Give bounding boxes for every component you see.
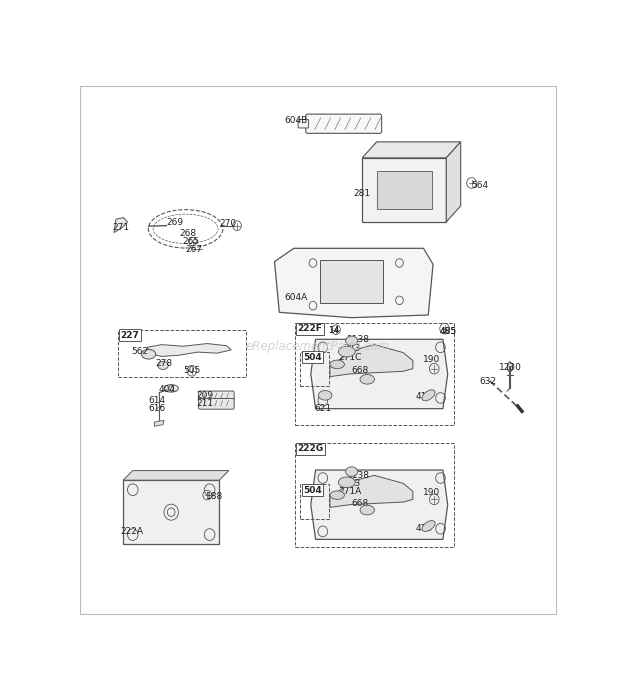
Text: 504: 504 bbox=[303, 486, 322, 495]
FancyBboxPatch shape bbox=[198, 391, 234, 402]
Text: 504: 504 bbox=[303, 353, 322, 362]
Text: 485: 485 bbox=[440, 327, 457, 336]
Text: 271C: 271C bbox=[338, 353, 361, 362]
Ellipse shape bbox=[164, 385, 179, 392]
Text: 614: 614 bbox=[149, 396, 166, 405]
FancyBboxPatch shape bbox=[306, 114, 382, 133]
Text: 410: 410 bbox=[415, 524, 432, 533]
Bar bbox=[301, 351, 329, 386]
Bar bbox=[295, 444, 454, 547]
Text: 616: 616 bbox=[149, 404, 166, 413]
Polygon shape bbox=[446, 142, 461, 222]
Text: 14: 14 bbox=[329, 326, 340, 335]
Text: 410: 410 bbox=[415, 392, 432, 401]
Text: 265: 265 bbox=[182, 237, 200, 246]
Text: 668: 668 bbox=[352, 498, 369, 507]
Polygon shape bbox=[114, 218, 128, 233]
Text: 271A: 271A bbox=[338, 487, 361, 496]
Text: 227: 227 bbox=[121, 331, 140, 340]
Polygon shape bbox=[154, 421, 164, 426]
Text: 222G: 222G bbox=[298, 444, 324, 453]
Ellipse shape bbox=[422, 390, 435, 401]
Ellipse shape bbox=[360, 374, 374, 384]
Polygon shape bbox=[147, 344, 231, 356]
Ellipse shape bbox=[330, 491, 345, 500]
Bar bbox=[123, 480, 219, 544]
Text: 190: 190 bbox=[422, 489, 440, 498]
Text: 190: 190 bbox=[422, 355, 440, 364]
Ellipse shape bbox=[345, 336, 358, 346]
Text: 1138: 1138 bbox=[347, 335, 370, 344]
Polygon shape bbox=[330, 475, 413, 507]
Polygon shape bbox=[123, 471, 229, 480]
FancyBboxPatch shape bbox=[298, 119, 309, 128]
Text: 270: 270 bbox=[219, 219, 237, 228]
Text: 604B: 604B bbox=[284, 116, 307, 125]
Text: 621: 621 bbox=[314, 404, 332, 413]
Text: 773: 773 bbox=[343, 344, 360, 353]
Ellipse shape bbox=[157, 362, 168, 369]
Text: 211: 211 bbox=[197, 399, 214, 407]
Text: 773: 773 bbox=[343, 479, 360, 488]
Text: 562: 562 bbox=[131, 347, 148, 356]
Polygon shape bbox=[362, 142, 461, 158]
Text: 604A: 604A bbox=[284, 293, 308, 302]
Text: 564: 564 bbox=[471, 181, 489, 190]
Text: 278: 278 bbox=[156, 360, 173, 369]
Text: 269: 269 bbox=[166, 218, 184, 227]
Text: 271: 271 bbox=[112, 223, 129, 232]
Text: eReplacementParts.com: eReplacementParts.com bbox=[246, 340, 390, 353]
Ellipse shape bbox=[339, 346, 355, 357]
Text: 267: 267 bbox=[185, 245, 203, 254]
Ellipse shape bbox=[330, 360, 345, 369]
Ellipse shape bbox=[345, 467, 358, 476]
Polygon shape bbox=[311, 340, 448, 409]
Bar bbox=[295, 323, 454, 425]
FancyBboxPatch shape bbox=[198, 398, 234, 409]
Bar bbox=[118, 330, 246, 377]
Text: 505: 505 bbox=[184, 367, 200, 376]
Polygon shape bbox=[330, 344, 413, 377]
Ellipse shape bbox=[422, 520, 435, 532]
Ellipse shape bbox=[319, 391, 332, 400]
Polygon shape bbox=[362, 158, 446, 222]
Polygon shape bbox=[311, 470, 448, 539]
Text: 222A: 222A bbox=[121, 527, 144, 536]
Polygon shape bbox=[507, 362, 513, 372]
Ellipse shape bbox=[339, 477, 355, 488]
Text: 281: 281 bbox=[354, 189, 371, 198]
Text: 222F: 222F bbox=[298, 324, 322, 333]
Text: 268: 268 bbox=[179, 229, 196, 238]
Ellipse shape bbox=[360, 505, 374, 515]
Bar bbox=[301, 484, 329, 519]
Text: 485: 485 bbox=[440, 327, 457, 336]
Text: 632: 632 bbox=[480, 377, 497, 386]
Polygon shape bbox=[275, 248, 433, 317]
Text: 209: 209 bbox=[197, 392, 214, 401]
Ellipse shape bbox=[141, 349, 156, 359]
Text: 1138: 1138 bbox=[347, 471, 370, 480]
Text: 404: 404 bbox=[159, 385, 175, 394]
Text: 14: 14 bbox=[329, 326, 340, 335]
Bar bbox=[376, 171, 432, 209]
Text: 188: 188 bbox=[206, 492, 223, 501]
Bar bbox=[320, 261, 383, 303]
Text: 668: 668 bbox=[352, 366, 369, 375]
Text: 1230: 1230 bbox=[499, 363, 522, 372]
